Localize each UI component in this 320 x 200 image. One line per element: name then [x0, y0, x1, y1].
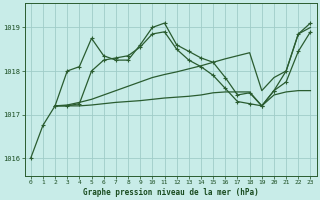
- X-axis label: Graphe pression niveau de la mer (hPa): Graphe pression niveau de la mer (hPa): [83, 188, 259, 197]
